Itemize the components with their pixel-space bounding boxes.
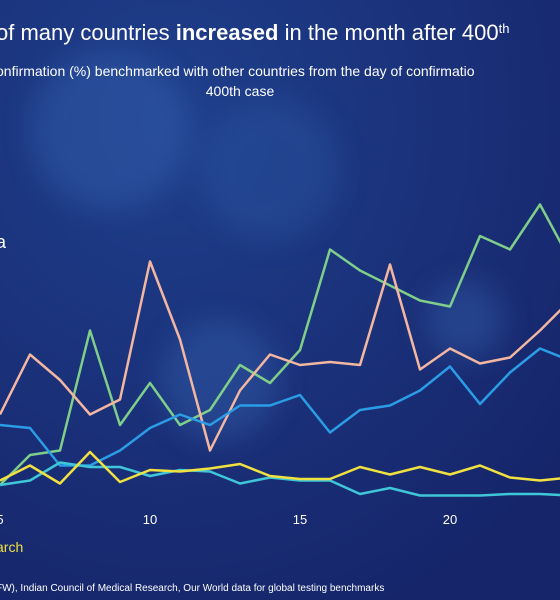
- source: FW), Indian Council of Medical Research,…: [0, 583, 384, 594]
- title-sup: th: [499, 21, 510, 36]
- line: [0, 461, 560, 497]
- legend-label: arch: [0, 539, 23, 555]
- title-text: in the month after 400: [278, 20, 498, 45]
- line: [0, 450, 560, 485]
- subtitle: 400th case: [206, 83, 275, 99]
- x-tick-label: 15: [293, 512, 307, 527]
- title-text: of many countries: [0, 20, 176, 45]
- decor: [30, 50, 505, 440]
- x-tick-label: 5: [0, 512, 4, 527]
- x-tick-label: 10: [143, 512, 157, 527]
- subtitle: onfirmation (%) benchmarked with other c…: [0, 63, 475, 79]
- title-bold: increased: [176, 20, 279, 45]
- line: [0, 347, 560, 467]
- line: [0, 260, 560, 452]
- x-tick-label: 20: [443, 512, 457, 527]
- legend-label: a: [0, 232, 7, 252]
- chart-title: of many countries increased in the month…: [0, 20, 509, 45]
- line: [0, 203, 560, 486]
